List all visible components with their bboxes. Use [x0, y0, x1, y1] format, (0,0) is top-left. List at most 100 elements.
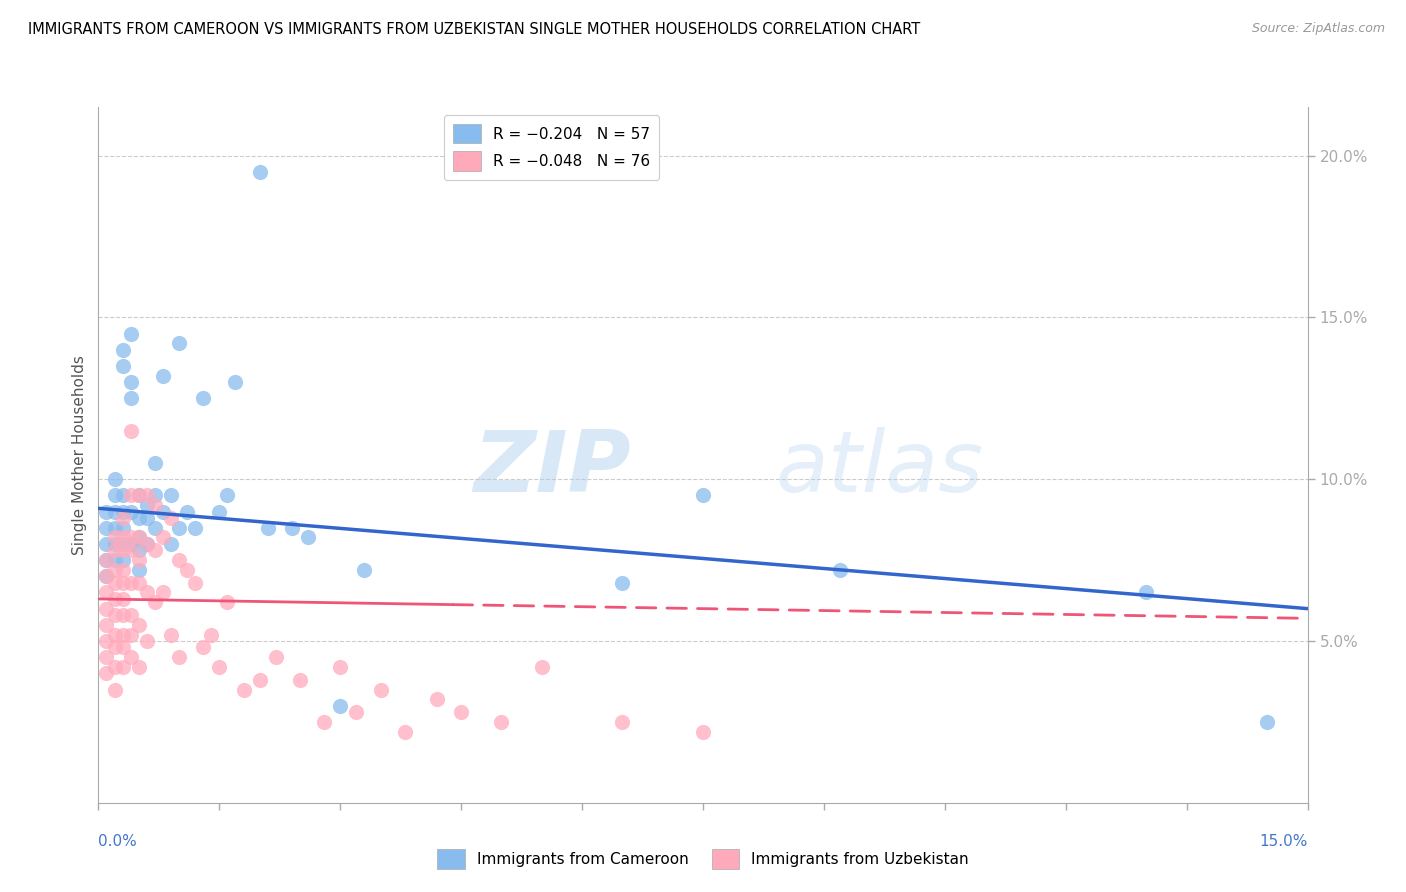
- Point: [249, 673, 271, 687]
- Point: [135, 537, 157, 551]
- Point: [111, 543, 134, 558]
- Point: [344, 705, 367, 719]
- Text: atlas: atlas: [776, 427, 984, 510]
- Point: [111, 511, 134, 525]
- Point: [128, 511, 150, 525]
- Point: [96, 617, 118, 632]
- Point: [329, 660, 352, 674]
- Point: [152, 531, 174, 545]
- Point: [224, 375, 246, 389]
- Point: [111, 343, 134, 357]
- Point: [120, 375, 142, 389]
- Point: [103, 488, 125, 502]
- Point: [96, 537, 118, 551]
- Point: [96, 553, 118, 567]
- Point: [143, 488, 166, 502]
- Point: [329, 698, 352, 713]
- Point: [152, 504, 174, 518]
- Point: [128, 660, 150, 674]
- Text: Source: ZipAtlas.com: Source: ZipAtlas.com: [1251, 22, 1385, 36]
- Point: [103, 608, 125, 623]
- Point: [135, 537, 157, 551]
- Point: [297, 531, 319, 545]
- Point: [120, 575, 142, 590]
- Point: [152, 368, 174, 383]
- Point: [103, 472, 125, 486]
- Point: [176, 563, 198, 577]
- Point: [143, 456, 166, 470]
- Point: [167, 521, 190, 535]
- Legend: Immigrants from Cameroon, Immigrants from Uzbekistan: Immigrants from Cameroon, Immigrants fro…: [432, 843, 974, 875]
- Point: [128, 531, 150, 545]
- Point: [143, 595, 166, 609]
- Point: [96, 569, 118, 583]
- Point: [692, 724, 714, 739]
- Point: [491, 714, 513, 729]
- Point: [128, 575, 150, 590]
- Point: [120, 488, 142, 502]
- Point: [103, 682, 125, 697]
- Point: [111, 640, 134, 655]
- Point: [152, 585, 174, 599]
- Point: [450, 705, 472, 719]
- Point: [103, 521, 125, 535]
- Point: [288, 673, 311, 687]
- Point: [103, 537, 125, 551]
- Point: [111, 563, 134, 577]
- Point: [120, 326, 142, 341]
- Point: [167, 650, 190, 665]
- Point: [111, 537, 134, 551]
- Point: [103, 543, 125, 558]
- Point: [353, 563, 375, 577]
- Point: [128, 488, 150, 502]
- Point: [160, 511, 183, 525]
- Point: [281, 521, 304, 535]
- Point: [200, 627, 222, 641]
- Point: [370, 682, 392, 697]
- Point: [96, 553, 118, 567]
- Point: [103, 504, 125, 518]
- Point: [128, 488, 150, 502]
- Point: [167, 553, 190, 567]
- Point: [1135, 585, 1157, 599]
- Point: [96, 634, 118, 648]
- Point: [103, 531, 125, 545]
- Point: [692, 488, 714, 502]
- Point: [193, 640, 215, 655]
- Point: [111, 591, 134, 606]
- Point: [96, 504, 118, 518]
- Point: [120, 392, 142, 406]
- Point: [232, 682, 254, 697]
- Point: [135, 498, 157, 512]
- Point: [208, 660, 231, 674]
- Point: [176, 504, 198, 518]
- Point: [128, 553, 150, 567]
- Point: [184, 521, 207, 535]
- Point: [96, 585, 118, 599]
- Point: [96, 521, 118, 535]
- Point: [426, 692, 449, 706]
- Point: [111, 660, 134, 674]
- Point: [184, 575, 207, 590]
- Point: [135, 511, 157, 525]
- Point: [111, 488, 134, 502]
- Point: [612, 714, 634, 729]
- Point: [128, 563, 150, 577]
- Point: [120, 504, 142, 518]
- Point: [394, 724, 416, 739]
- Point: [135, 585, 157, 599]
- Point: [1256, 714, 1278, 729]
- Point: [103, 627, 125, 641]
- Point: [217, 488, 239, 502]
- Point: [128, 543, 150, 558]
- Point: [193, 392, 215, 406]
- Point: [96, 650, 118, 665]
- Point: [143, 521, 166, 535]
- Point: [135, 634, 157, 648]
- Point: [120, 543, 142, 558]
- Point: [111, 553, 134, 567]
- Y-axis label: Single Mother Households: Single Mother Households: [72, 355, 87, 555]
- Point: [160, 488, 183, 502]
- Point: [167, 336, 190, 351]
- Point: [111, 575, 134, 590]
